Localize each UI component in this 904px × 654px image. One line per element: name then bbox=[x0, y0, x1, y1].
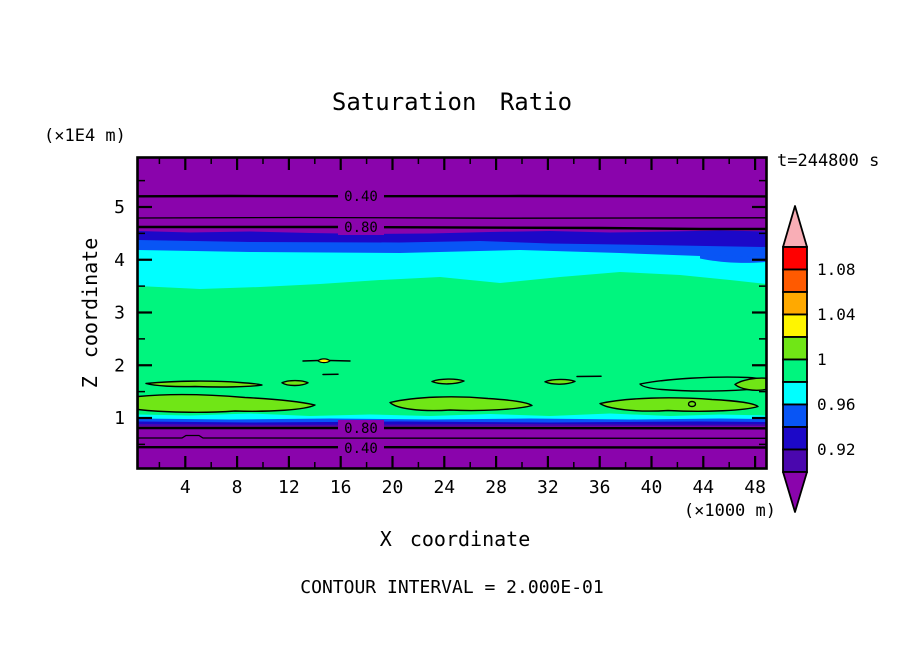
colorbar-segment bbox=[782, 403, 808, 428]
yellow-lens bbox=[317, 358, 331, 364]
lime-blob-small-2 bbox=[431, 378, 465, 385]
colorbar-under-arrow bbox=[782, 471, 808, 513]
lime-patch-left bbox=[138, 394, 316, 413]
x-tick-label: 12 bbox=[278, 477, 300, 498]
x-tick-label: 4 bbox=[180, 477, 191, 498]
plot-frame bbox=[136, 156, 768, 470]
contour-line-100-fragment-a bbox=[302, 359, 351, 362]
y-axis-title: Z coordinate bbox=[78, 238, 102, 389]
colorbar-segment bbox=[782, 246, 808, 271]
x-tick-label: 40 bbox=[641, 477, 663, 498]
colorbar-tick-label: 0.92 bbox=[817, 440, 856, 459]
lime-patches bbox=[138, 376, 766, 413]
contour-label-040-bottom: 0.40 bbox=[344, 441, 378, 457]
x-tick-label: 36 bbox=[589, 477, 611, 498]
contour-label-080-bottom: 0.80 bbox=[344, 421, 378, 437]
chart-title: Saturation Ratio bbox=[332, 88, 572, 116]
colorbar-over-arrow bbox=[782, 205, 808, 248]
x-tick-label: 20 bbox=[382, 477, 404, 498]
x-axis-title: X coordinate bbox=[380, 527, 531, 551]
timestamp-label: t=244800 s bbox=[777, 151, 879, 171]
y-tick-labels: 1 2 3 4 5 bbox=[114, 197, 125, 429]
contour-label-080-top: 0.80 bbox=[344, 220, 378, 236]
lime-blob-small-1 bbox=[281, 379, 309, 387]
blue-pocket-upper-right bbox=[700, 255, 766, 263]
lime-patch-far-right bbox=[734, 377, 766, 391]
y-tick-label: 1 bbox=[114, 408, 125, 429]
colorbar-segment bbox=[782, 336, 808, 361]
contour-outline-upper-right bbox=[639, 376, 766, 392]
y-axis-units-label: (×1E4 m) bbox=[44, 126, 126, 146]
contour-line-060-top bbox=[138, 216, 766, 219]
x-tick-label: 44 bbox=[692, 477, 714, 498]
contour-interval-note: CONTOUR INTERVAL = 2.000E-01 bbox=[300, 577, 603, 598]
contour-line-060-bottom bbox=[138, 434, 766, 439]
contour-label-bg bbox=[338, 440, 384, 456]
colorbar-tick-label: 1 bbox=[817, 350, 827, 369]
colorbar-segment bbox=[782, 448, 808, 473]
contour-line-080-top bbox=[138, 225, 766, 231]
colorbar-segments bbox=[782, 246, 808, 473]
contour-ring-small bbox=[687, 400, 697, 408]
colorbar: 1.08 1.04 1 0.96 0.92 bbox=[782, 205, 856, 513]
contour-label-bg bbox=[338, 188, 384, 204]
x-tick-label: 16 bbox=[330, 477, 352, 498]
colorbar-labels: 1.08 1.04 1 0.96 0.92 bbox=[817, 260, 856, 459]
x-tick-label: 8 bbox=[232, 477, 243, 498]
y-tick-label: 2 bbox=[114, 355, 125, 376]
x-tick-label: 28 bbox=[485, 477, 507, 498]
y-tick-label: 5 bbox=[114, 197, 125, 218]
colorbar-segment bbox=[782, 313, 808, 338]
x-tick-label: 48 bbox=[744, 477, 766, 498]
colorbar-segment bbox=[782, 268, 808, 293]
y-tick-label: 4 bbox=[114, 250, 125, 271]
colorbar-segment bbox=[782, 381, 808, 406]
colorbar-tick-label: 0.96 bbox=[817, 395, 856, 414]
axis-ticks bbox=[138, 158, 766, 468]
lime-patch-right bbox=[599, 397, 759, 412]
lime-blob-small-3 bbox=[544, 378, 576, 385]
contour-label-bg bbox=[338, 219, 384, 235]
colorbar-segment bbox=[782, 426, 808, 451]
contour-value-labels: 0.40 0.80 0.80 0.40 bbox=[338, 188, 384, 457]
colorbar-segment bbox=[782, 291, 808, 316]
y-tick-label: 3 bbox=[114, 303, 125, 324]
colorbar-tick-label: 1.08 bbox=[817, 260, 856, 279]
x-tick-labels: 4 8 12 16 20 24 28 32 36 40 44 48 bbox=[180, 477, 766, 498]
lime-patch-center bbox=[389, 396, 533, 412]
x-tick-label: 32 bbox=[537, 477, 559, 498]
x-tick-label: 24 bbox=[433, 477, 455, 498]
colorbar-segment bbox=[782, 358, 808, 383]
colorbar-tick-label: 1.04 bbox=[817, 305, 856, 324]
lime-sliver-upper-left bbox=[145, 380, 263, 388]
x-axis-units-label: (×1000 m) bbox=[684, 501, 776, 521]
contour-label-bg bbox=[338, 420, 384, 436]
contour-lines bbox=[138, 194, 766, 449]
contour-field: 0.40 0.80 0.80 0.40 bbox=[138, 158, 766, 468]
contour-label-040-top: 0.40 bbox=[344, 189, 378, 205]
